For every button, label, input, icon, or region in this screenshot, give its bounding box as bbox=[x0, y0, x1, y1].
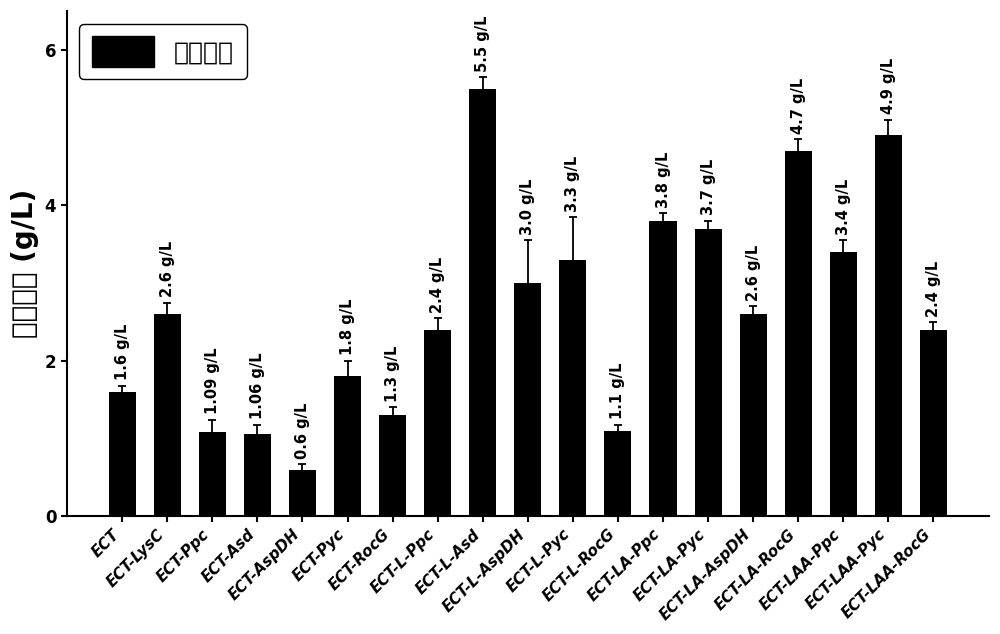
Bar bbox=[604, 430, 631, 516]
Text: 1.3 g/L: 1.3 g/L bbox=[385, 346, 400, 402]
Bar bbox=[244, 434, 271, 516]
Bar bbox=[199, 432, 226, 516]
Bar bbox=[740, 314, 767, 516]
Text: 5.5 g/L: 5.5 g/L bbox=[475, 15, 490, 72]
Bar bbox=[695, 229, 722, 516]
Y-axis label: 四氢喧ᇁ (g/L): 四氢喧ᇁ (g/L) bbox=[11, 189, 39, 339]
Text: 3.3 g/L: 3.3 g/L bbox=[565, 155, 580, 212]
Bar bbox=[379, 415, 406, 516]
Text: 3.0 g/L: 3.0 g/L bbox=[520, 179, 535, 235]
Text: 2.4 g/L: 2.4 g/L bbox=[926, 260, 941, 316]
Legend: 四氢喧ᇁ: 四氢喧ᇁ bbox=[79, 23, 247, 79]
Bar bbox=[154, 314, 181, 516]
Text: 3.7 g/L: 3.7 g/L bbox=[701, 159, 716, 216]
Text: 1.8 g/L: 1.8 g/L bbox=[340, 299, 355, 356]
Text: 1.09 g/L: 1.09 g/L bbox=[205, 348, 220, 415]
Bar bbox=[334, 377, 361, 516]
Bar bbox=[514, 283, 541, 516]
Bar bbox=[649, 221, 677, 516]
Text: 4.9 g/L: 4.9 g/L bbox=[881, 58, 896, 115]
Bar bbox=[920, 330, 947, 516]
Bar bbox=[289, 470, 316, 516]
Text: 3.8 g/L: 3.8 g/L bbox=[656, 152, 671, 208]
Bar bbox=[875, 136, 902, 516]
Text: 2.4 g/L: 2.4 g/L bbox=[430, 256, 445, 313]
Text: 2.6 g/L: 2.6 g/L bbox=[160, 241, 175, 297]
Text: 1.1 g/L: 1.1 g/L bbox=[610, 363, 625, 419]
Bar bbox=[785, 151, 812, 516]
Text: 1.06 g/L: 1.06 g/L bbox=[250, 353, 265, 419]
Bar bbox=[830, 252, 857, 516]
Text: 4.7 g/L: 4.7 g/L bbox=[791, 77, 806, 134]
Text: 0.6 g/L: 0.6 g/L bbox=[295, 403, 310, 459]
Bar bbox=[424, 330, 451, 516]
Bar bbox=[469, 89, 496, 516]
Bar bbox=[559, 260, 586, 516]
Text: 2.6 g/L: 2.6 g/L bbox=[746, 245, 761, 301]
Text: 3.4 g/L: 3.4 g/L bbox=[836, 179, 851, 235]
Bar bbox=[109, 392, 136, 516]
Text: 1.6 g/L: 1.6 g/L bbox=[115, 324, 130, 380]
